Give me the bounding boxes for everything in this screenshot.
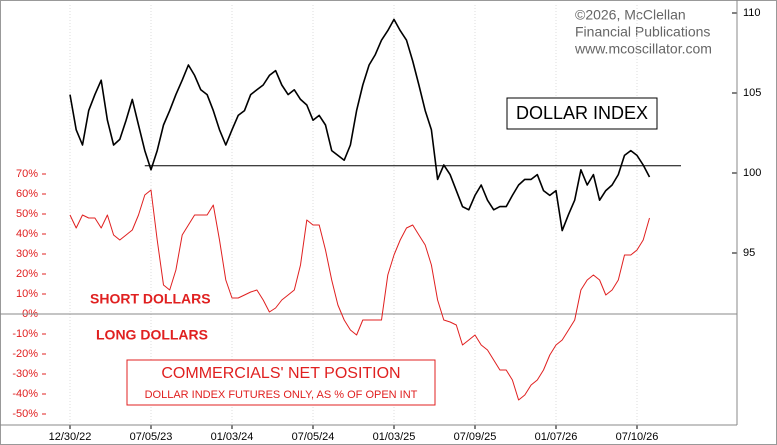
y-tick-label: -50%: [12, 408, 38, 420]
data-line: [69, 18, 651, 232]
x-tick-label: 01/03/24: [211, 431, 254, 443]
copyright: www.mcoscillator.com: [574, 41, 712, 57]
x-tick-label: 07/05/23: [130, 431, 173, 443]
annotation: DOLLAR INDEX FUTURES ONLY, AS % OF OPEN …: [145, 389, 418, 401]
y-tick-label: 20%: [16, 268, 38, 280]
x-tick-label: 07/05/24: [292, 431, 335, 443]
y-tick-label: -20%: [12, 348, 38, 360]
x-tick-label: 01/07/26: [535, 431, 578, 443]
y2-tick-label: 105: [743, 87, 761, 99]
y-tick-label: 70%: [16, 168, 38, 180]
y-tick-label: 30%: [16, 248, 38, 260]
annotation: LONG DOLLARS: [96, 327, 208, 343]
y-tick-label: 50%: [16, 208, 38, 220]
y-tick-label: -10%: [12, 328, 38, 340]
y-tick-label: -30%: [12, 368, 38, 380]
y-tick-label: -40%: [12, 388, 38, 400]
x-tick-label: 12/30/22: [49, 431, 92, 443]
legend-label: COMMERCIALS' NET POSITION: [161, 365, 400, 382]
copyright: ©2026, McClellan: [575, 7, 686, 23]
annotation: SHORT DOLLARS: [90, 291, 211, 307]
y-tick-label: 10%: [16, 288, 38, 300]
legend-box: [126, 359, 436, 406]
x-tick-label: 01/03/25: [373, 431, 416, 443]
y-tick-label: 40%: [16, 228, 38, 240]
x-tick-label: 07/10/26: [616, 431, 659, 443]
data-line: [69, 189, 650, 401]
legend-box: [506, 97, 658, 130]
x-tick-label: 07/09/25: [454, 431, 497, 443]
copyright: Financial Publications: [575, 24, 710, 40]
y2-tick-label: 100: [743, 167, 761, 179]
y2-tick-label: 95: [743, 247, 755, 259]
legend-label: DOLLAR INDEX: [516, 103, 648, 123]
y-tick-label: 60%: [16, 188, 38, 200]
y2-tick-label: 110: [743, 7, 761, 19]
